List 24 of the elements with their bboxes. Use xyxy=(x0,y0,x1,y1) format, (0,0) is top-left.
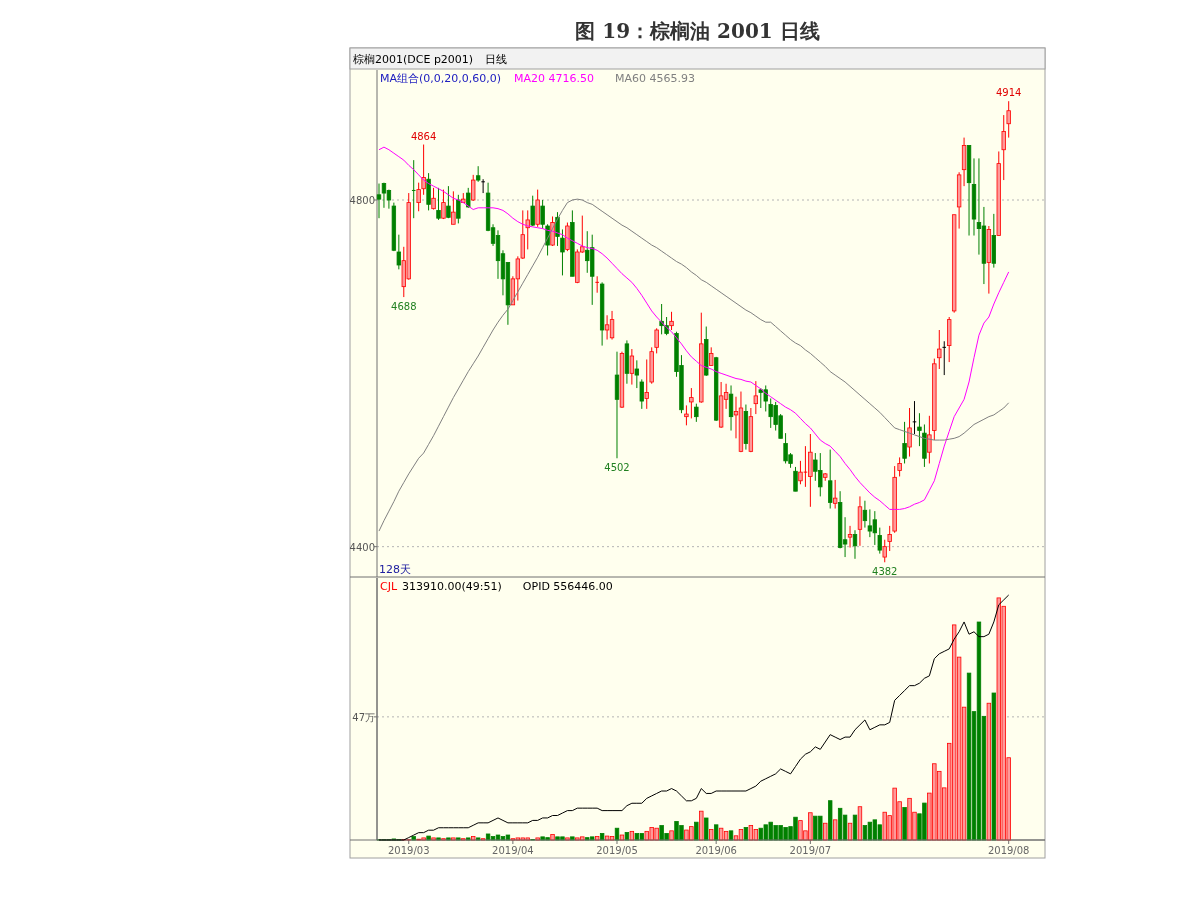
annotation: 4382 xyxy=(872,566,898,578)
annotation: MA组合(0,0,20,0,60,0) xyxy=(380,72,502,85)
text: 日线 xyxy=(485,53,508,66)
x-tick-label: 2019/08 xyxy=(987,845,1030,856)
text: CJL xyxy=(380,580,398,593)
x-tick-label: 2019/05 xyxy=(596,845,638,856)
annotation: 4914 xyxy=(995,87,1022,99)
text: 棕榈2001(DCE p2001) xyxy=(353,53,474,66)
x-tick-label: 2019/04 xyxy=(492,845,534,856)
annotation: 4864 xyxy=(410,130,437,142)
annotation: 4688 xyxy=(391,301,417,313)
y-tick-label: 47万 xyxy=(352,711,375,723)
x-tick-label: 2019/03 xyxy=(387,845,430,856)
y-tick-label: 4400 xyxy=(349,541,375,553)
annotation: 4502 xyxy=(604,462,630,474)
text: MA20 4716.50 xyxy=(514,72,595,85)
x-tick-label: 2019/07 xyxy=(789,845,832,856)
text: OPID 556446.00 xyxy=(522,580,613,593)
y-tick-label: 4800 xyxy=(349,195,375,206)
chart-title: 图 19：棕榈油 2001 日线 xyxy=(575,19,820,43)
annotation: 128天 xyxy=(379,563,411,576)
text: MA60 4565.93 xyxy=(615,72,696,85)
annotation: 313910.00(49:51) xyxy=(402,580,502,593)
x-tick-label: 2019/06 xyxy=(695,845,737,856)
